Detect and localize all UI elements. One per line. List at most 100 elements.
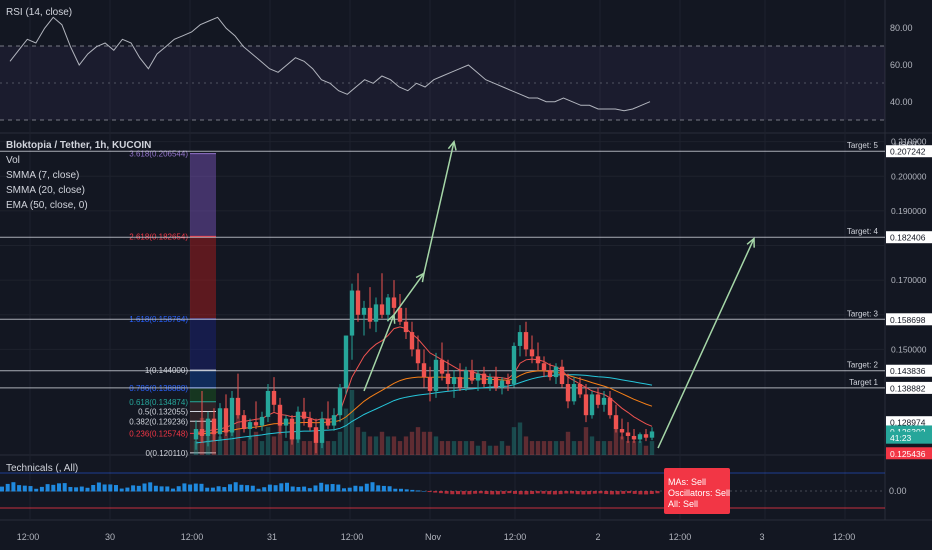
candle-body — [523, 332, 529, 350]
technicals-summary-box — [664, 468, 730, 514]
currency-label[interactable]: USDT — [894, 140, 919, 150]
technicals-bar — [575, 491, 580, 495]
fib-band-rect — [190, 387, 216, 402]
volume-bar — [403, 436, 409, 455]
technicals-label[interactable]: Technicals (, All) — [6, 463, 78, 474]
volume-bar — [229, 431, 235, 455]
volume-bar — [367, 436, 373, 455]
price-axis-label: 0.150000 — [891, 344, 927, 354]
volume-bar — [589, 436, 595, 455]
price-tag — [886, 447, 932, 460]
candle-body — [397, 307, 403, 322]
fib-level-label: 0.618(0.134874) — [129, 398, 188, 407]
volume-bar — [619, 436, 625, 455]
indicator-smma20[interactable]: SMMA (20, close) — [6, 185, 85, 196]
time-axis-label: 31 — [267, 532, 277, 542]
volume-bar — [451, 441, 457, 455]
technicals-bar — [410, 489, 415, 492]
rsi-axis-label-40: 40.00 — [890, 97, 913, 107]
price-axis-labels: 0.210000 0.200000 0.190000 0.170000 0.150000 — [891, 137, 927, 355]
volume-bar — [355, 427, 361, 455]
technicals-bar — [28, 486, 33, 492]
candle-body — [535, 356, 541, 364]
volume-bar — [511, 427, 517, 455]
candle-body — [547, 370, 553, 378]
candle-body — [421, 363, 427, 378]
candle-body — [571, 384, 577, 402]
candle-body — [601, 397, 607, 405]
technicals-bar — [142, 483, 147, 492]
candle-body — [451, 377, 457, 385]
technicals-bar — [353, 485, 358, 492]
technicals-bar — [621, 491, 626, 494]
volume-bar — [427, 431, 433, 455]
technicals-bar — [530, 491, 535, 495]
volume-bar — [433, 436, 439, 455]
technicals-bar — [290, 486, 295, 492]
candle-body — [589, 394, 595, 416]
volume-bar — [523, 436, 529, 455]
candle-body — [307, 418, 313, 428]
fib-band-rect — [190, 401, 216, 453]
indicator-ema50[interactable]: EMA (50, close, 0) — [6, 200, 88, 211]
price-tag — [886, 145, 932, 158]
price-tag — [886, 364, 932, 377]
volume-bar — [337, 431, 343, 455]
time-axis-label: 3 — [759, 532, 764, 542]
technicals-bar — [518, 491, 523, 495]
volume-bar — [517, 422, 523, 455]
rsi-axis-label-80: 80.00 — [890, 23, 913, 33]
symbol-title[interactable]: Bloktopia / Tether, 1h, KUCOIN — [6, 140, 151, 151]
volume-bar — [235, 413, 241, 455]
candle-body — [277, 404, 283, 426]
candle-body — [391, 297, 397, 308]
trend-arrow-line[interactable] — [657, 238, 755, 449]
volume-bar — [277, 417, 283, 455]
technicals-bar — [609, 491, 614, 495]
candle-body — [541, 363, 547, 371]
technicals-bar — [5, 483, 10, 492]
technicals-bar — [467, 491, 472, 495]
candle-body — [475, 373, 481, 381]
indicator-vol[interactable]: Vol — [6, 155, 20, 166]
candle-body — [625, 432, 631, 436]
time-axis-label: 12:00 — [181, 532, 204, 542]
volume-bar — [649, 441, 655, 455]
candle-body — [529, 349, 535, 357]
technicals-bar — [68, 486, 73, 492]
trend-arrow-line[interactable] — [363, 314, 395, 392]
ema50-line — [195, 374, 653, 444]
price-tag-text: 0.143836 — [890, 366, 926, 376]
technicals-bar — [188, 484, 193, 492]
volume-bar — [217, 436, 223, 455]
technicals-bar — [285, 482, 289, 492]
technicals-bar — [136, 485, 141, 492]
volume-bar — [577, 441, 583, 455]
volume-bar — [325, 441, 331, 455]
technicals-bar — [347, 487, 352, 492]
candle-body — [499, 380, 505, 388]
technicals-bar — [256, 488, 261, 492]
technicals-bar — [507, 491, 512, 494]
technicals-bar — [364, 483, 369, 492]
candle-body — [631, 435, 637, 440]
price-tag — [886, 231, 932, 244]
volume-bar — [487, 445, 493, 455]
technicals-axis-label: 0.00 — [889, 486, 907, 496]
trend-arrow-line[interactable] — [423, 141, 455, 274]
candle-body — [583, 394, 589, 416]
technicals-bar — [302, 486, 307, 492]
candle-body — [355, 290, 361, 315]
technicals-bar — [638, 491, 643, 495]
drawn-arrows[interactable] — [363, 139, 755, 449]
technicals-bar — [17, 485, 22, 492]
trend-arrow-line[interactable] — [393, 272, 425, 316]
indicator-smma7[interactable]: SMMA (7, close) — [6, 170, 79, 181]
technicals-bar — [165, 486, 170, 492]
candle-body — [379, 304, 385, 315]
fib-band-rect — [190, 370, 216, 388]
technicals-bar — [552, 491, 557, 495]
volume-bar — [415, 427, 421, 455]
